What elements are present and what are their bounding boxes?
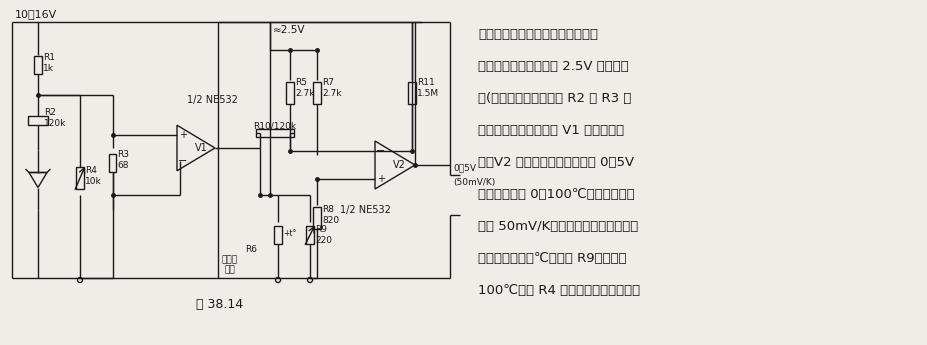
Bar bbox=[256, 129, 294, 137]
Text: 100℃时用 R4 调整。测量误差（包括: 100℃时用 R4 调整。测量误差（包括 bbox=[477, 284, 640, 297]
Text: R6: R6 bbox=[245, 246, 257, 255]
Text: R1
1k: R1 1k bbox=[43, 53, 55, 73]
Text: 1/2 NE532: 1/2 NE532 bbox=[187, 95, 237, 105]
Text: 压(由稳压管输出和电阵 R2 和 R3 分: 压(由稳压管输出和电阵 R2 和 R3 分 bbox=[477, 92, 630, 105]
Bar bbox=[34, 56, 42, 74]
Text: 它接在桥路上，接入约 2.5V 的恒定电: 它接在桥路上，接入约 2.5V 的恒定电 bbox=[477, 60, 629, 73]
Text: R9
220: R9 220 bbox=[314, 225, 332, 245]
Text: R7
2.7k: R7 2.7k bbox=[322, 78, 341, 98]
Text: +t°: +t° bbox=[283, 228, 296, 237]
Text: R8
820: R8 820 bbox=[322, 205, 338, 225]
Bar bbox=[273, 226, 282, 244]
Bar bbox=[312, 82, 321, 104]
Text: 系数 50mV/K。在此量程端点温度处调: 系数 50mV/K。在此量程端点温度处调 bbox=[477, 220, 638, 233]
Text: −: − bbox=[178, 156, 187, 166]
Text: R3
68: R3 68 bbox=[117, 150, 129, 170]
Text: ≈2.5V: ≈2.5V bbox=[273, 25, 305, 35]
Text: +: + bbox=[376, 174, 385, 184]
Text: R2
120k: R2 120k bbox=[44, 108, 67, 128]
Bar bbox=[76, 167, 84, 189]
Text: 0～5V: 0～5V bbox=[452, 164, 476, 172]
Bar bbox=[408, 82, 415, 104]
Text: 之间，亦即在 0～100℃范围内有比例: 之间，亦即在 0～100℃范围内有比例 bbox=[477, 188, 634, 201]
Bar bbox=[109, 154, 117, 172]
Bar bbox=[28, 116, 48, 125]
Text: 图 38.14: 图 38.14 bbox=[197, 298, 243, 312]
Text: 10～16V: 10～16V bbox=[15, 9, 57, 19]
Bar bbox=[286, 82, 294, 104]
Text: R10/120k: R10/120k bbox=[253, 121, 297, 130]
Text: 整电路：首先在℃时调整 R9，接着在: 整电路：首先在℃时调整 R9，接着在 bbox=[477, 252, 626, 265]
Text: 硅热敏
元件: 硅热敏 元件 bbox=[222, 255, 238, 275]
Text: 该电路采用硅热敏元件作传感器，: 该电路采用硅热敏元件作传感器， bbox=[477, 28, 597, 41]
Text: R11
1.5M: R11 1.5M bbox=[416, 78, 438, 98]
Bar bbox=[312, 207, 321, 229]
Text: R5
2.7k: R5 2.7k bbox=[295, 78, 314, 98]
Bar bbox=[306, 226, 313, 244]
Text: +: + bbox=[179, 130, 187, 140]
Text: 器，V2 作放大器。输出电压在 0～5V: 器，V2 作放大器。输出电压在 0～5V bbox=[477, 156, 633, 169]
Text: V1: V1 bbox=[195, 143, 207, 153]
Text: 1/2 NE532: 1/2 NE532 bbox=[339, 205, 390, 215]
Text: 压取得）。运算放大器 V1 作脉冲变换: 压取得）。运算放大器 V1 作脉冲变换 bbox=[477, 124, 624, 137]
Text: −: − bbox=[376, 146, 386, 156]
Text: V2: V2 bbox=[392, 160, 405, 170]
Text: R4
10k: R4 10k bbox=[85, 166, 102, 186]
Text: (50mV/K): (50mV/K) bbox=[452, 178, 495, 187]
